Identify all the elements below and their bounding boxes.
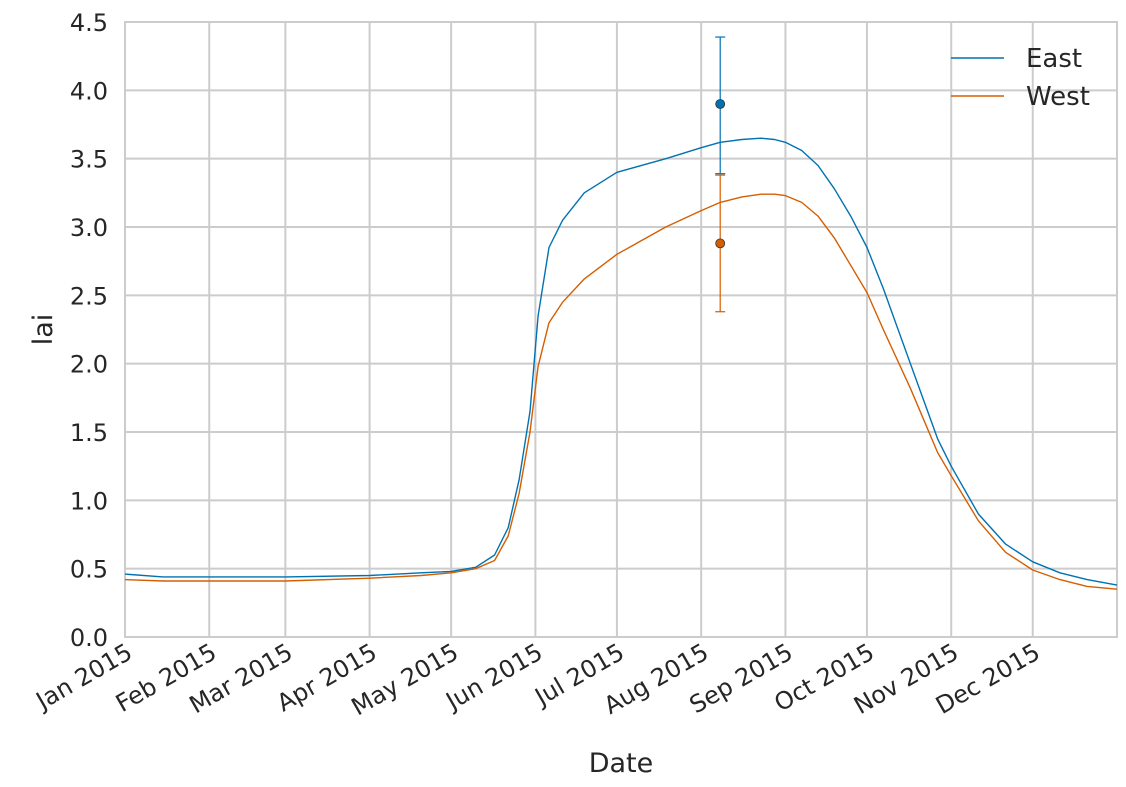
plot-frame — [124, 21, 1118, 638]
series-line-west — [124, 193, 1118, 590]
y-tick-label: 2.0 — [70, 351, 108, 379]
y-tick-label: 3.5 — [70, 146, 108, 174]
observation-points — [715, 36, 726, 313]
y-tick-label: 3.0 — [70, 214, 108, 242]
series-line-east — [124, 137, 1118, 586]
y-tick-label: 0.0 — [70, 624, 108, 652]
y-tick-label: 4.5 — [70, 9, 108, 37]
legend: East West — [951, 44, 1090, 112]
x-axis-title: Date — [589, 748, 654, 779]
observation-point-west — [715, 238, 726, 249]
y-tick-label: 0.5 — [70, 556, 108, 584]
y-tick-labels: 0.0 0.5 1.0 1.5 2.0 2.5 3.0 3.5 4.0 4.5 — [70, 9, 108, 652]
y-tick-label: 2.5 — [70, 282, 108, 310]
plot-border — [124, 21, 1118, 638]
y-axis-title: lai — [28, 314, 59, 346]
legend-west-label: West — [1026, 82, 1090, 112]
gridlines — [124, 21, 1117, 638]
legend-east-label: East — [1026, 44, 1082, 74]
y-tick-label: 1.5 — [70, 419, 108, 447]
y-tick-label: 4.0 — [70, 77, 108, 105]
y-tick-label: 1.0 — [70, 487, 108, 515]
observation-point-east — [715, 99, 726, 109]
